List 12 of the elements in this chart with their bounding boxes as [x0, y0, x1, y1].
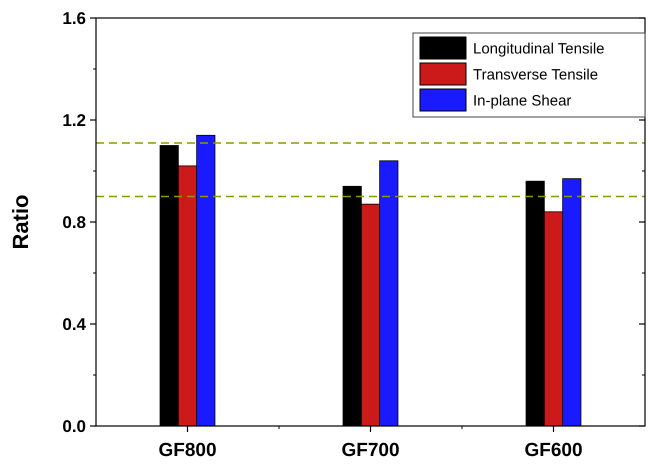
- x-tick-label: GF800: [158, 440, 217, 461]
- legend-label: Longitudinal Tensile: [473, 40, 604, 58]
- y-tick-label: 0.4: [62, 314, 87, 334]
- y-tick-label: 0.0: [62, 416, 86, 436]
- x-tick-label: GF700: [341, 440, 400, 461]
- legend-label: In-plane Shear: [473, 92, 572, 110]
- y-tick-label: 1.6: [62, 8, 86, 28]
- legend-label: Transverse Tensile: [473, 66, 598, 84]
- y-tick-label: 1.2: [62, 110, 86, 130]
- x-tick-label: GF600: [524, 440, 583, 461]
- y-tick-label: 0.8: [62, 212, 86, 232]
- y-axis-title: Ratio: [8, 194, 33, 250]
